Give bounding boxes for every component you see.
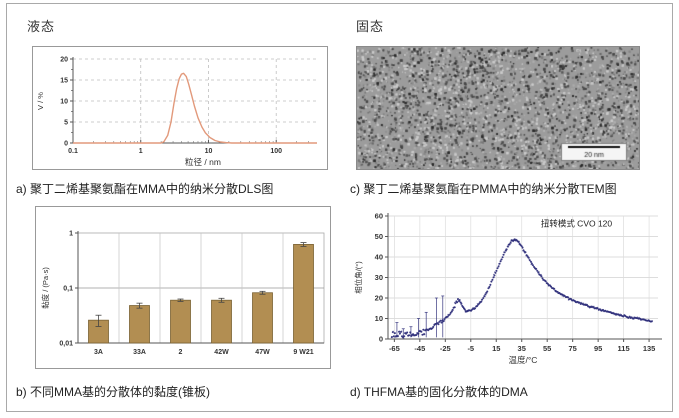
dma-xlabel: 温度/°C — [509, 355, 538, 365]
svg-text:0: 0 — [64, 141, 68, 148]
svg-text:-5: -5 — [467, 344, 474, 353]
dma-chart-panel: 0 10 20 30 40 50 60 -65 -45 -25 -5 15 35 55 75 95 115 135… — [352, 203, 672, 375]
svg-text:15: 15 — [492, 344, 500, 353]
svg-text:47W: 47W — [255, 349, 270, 356]
viscosity-bar-chart: 1 0,1 0,01 3A 33A 2 42W 47W 9 W21 黏度 / (Pa·s) — [40, 231, 325, 356]
svg-text:-45: -45 — [414, 344, 425, 353]
svg-text:10: 10 — [60, 99, 68, 106]
svg-text:135: 135 — [643, 344, 656, 353]
svg-text:95: 95 — [594, 344, 602, 353]
caption-b: b) 不同MMA基的分散体的黏度(锥板) — [16, 385, 210, 399]
svg-text:50: 50 — [375, 232, 383, 241]
svg-text:9 W21: 9 W21 — [293, 349, 313, 356]
dls-xlabel: 粒径 / nm — [185, 157, 221, 167]
svg-text:75: 75 — [568, 344, 576, 353]
svg-text:35: 35 — [518, 344, 526, 353]
viscosity-ylabel: 黏度 / (Pa·s) — [40, 267, 50, 309]
svg-text:55: 55 — [543, 344, 551, 353]
svg-text:40: 40 — [375, 253, 383, 262]
svg-text:42W: 42W — [214, 349, 229, 356]
svg-text:3A: 3A — [94, 349, 103, 356]
svg-text:0: 0 — [379, 335, 383, 344]
caption-c: c) 聚丁二烯基聚氨酯在PMMA中的纳米分散TEM图 — [350, 182, 617, 196]
svg-text:30: 30 — [375, 273, 383, 282]
liquid-state-label: 液态 — [27, 19, 56, 34]
svg-text:15: 15 — [60, 78, 68, 85]
dls-chart: 0 5 10 15 20 0.1 1 10 100 V / % 粒径 / nm — [36, 57, 317, 167]
dls-chart-panel: 0 5 10 15 20 0.1 1 10 100 V / % 粒径 / nm — [32, 46, 328, 170]
tem-image-panel — [356, 46, 640, 170]
solid-state-label: 固态 — [356, 19, 385, 34]
caption-a: a) 聚丁二烯基聚氨酯在MMA中的纳米分散DLS图 — [16, 182, 274, 196]
svg-text:0,1: 0,1 — [63, 286, 73, 293]
svg-text:10: 10 — [205, 148, 213, 155]
viscosity-chart-panel: 1 0,1 0,01 3A 33A 2 42W 47W 9 W21 黏度 / (Pa·s) — [35, 206, 331, 369]
caption-d: d) THFMA基的固化分散体的DMA — [350, 385, 528, 399]
svg-text:10: 10 — [375, 314, 383, 323]
svg-text:100: 100 — [270, 148, 282, 155]
dma-ylabel: 相位角/(°) — [353, 261, 363, 294]
svg-text:1: 1 — [139, 148, 143, 155]
svg-text:33A: 33A — [133, 349, 146, 356]
svg-text:5: 5 — [64, 120, 68, 127]
svg-text:60: 60 — [375, 212, 383, 221]
svg-text:-65: -65 — [389, 344, 400, 353]
tem-micrograph — [357, 47, 639, 169]
svg-text:1: 1 — [69, 231, 73, 238]
dma-scatter-chart: 0 10 20 30 40 50 60 -65 -45 -25 -5 15 35 55 75 95 115 135… — [353, 212, 662, 365]
svg-text:-25: -25 — [440, 344, 451, 353]
svg-text:20: 20 — [375, 294, 383, 303]
dls-ylabel: V / % — [36, 92, 45, 110]
dma-annotation: 扭转模式 CVO 120 — [541, 218, 613, 228]
svg-text:0.1: 0.1 — [68, 148, 78, 155]
svg-text:115: 115 — [618, 344, 630, 353]
svg-text:0,01: 0,01 — [59, 341, 73, 348]
svg-text:2: 2 — [179, 349, 183, 356]
svg-text:20: 20 — [60, 57, 68, 64]
